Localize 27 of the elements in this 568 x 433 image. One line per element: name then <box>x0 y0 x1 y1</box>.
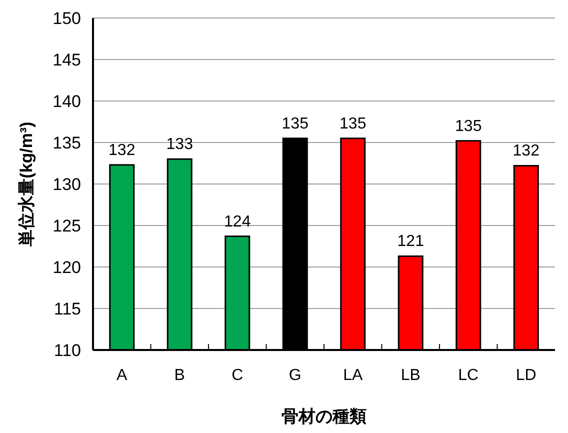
data-label: 124 <box>224 213 251 230</box>
y-tick-label: 110 <box>54 341 81 360</box>
y-axis-title: 単位水量(kg/m³) <box>17 122 36 248</box>
data-label: 132 <box>108 142 136 159</box>
y-tick-label: 135 <box>52 134 81 152</box>
data-label: 132 <box>512 142 540 160</box>
y-tick-label: 140 <box>52 92 81 111</box>
y-tick-label: 125 <box>52 216 81 236</box>
data-label: 133 <box>166 136 194 154</box>
x-tick-label: G <box>288 367 302 384</box>
x-tick-label: LA <box>343 367 363 384</box>
y-tick-label: 145 <box>52 50 81 70</box>
data-label: 121 <box>397 233 424 250</box>
x-tick-label: A <box>116 367 128 384</box>
y-tick-label: 150 <box>52 9 81 28</box>
x-tick-label: LC <box>458 367 479 384</box>
x-tick-label: LD <box>516 367 536 384</box>
data-label: 135 <box>455 118 482 135</box>
data-label: 135 <box>282 115 309 132</box>
x-tick-label: B <box>174 367 185 384</box>
y-tick-label: 120 <box>52 258 81 277</box>
x-tick-label: LB <box>400 367 420 384</box>
y-tick-label: 115 <box>54 300 81 318</box>
y-tick-label: 130 <box>52 175 81 194</box>
x-axis-title: 骨材の種類 <box>282 407 366 426</box>
data-label: 135 <box>340 115 366 132</box>
x-tick-label: C <box>232 367 244 384</box>
